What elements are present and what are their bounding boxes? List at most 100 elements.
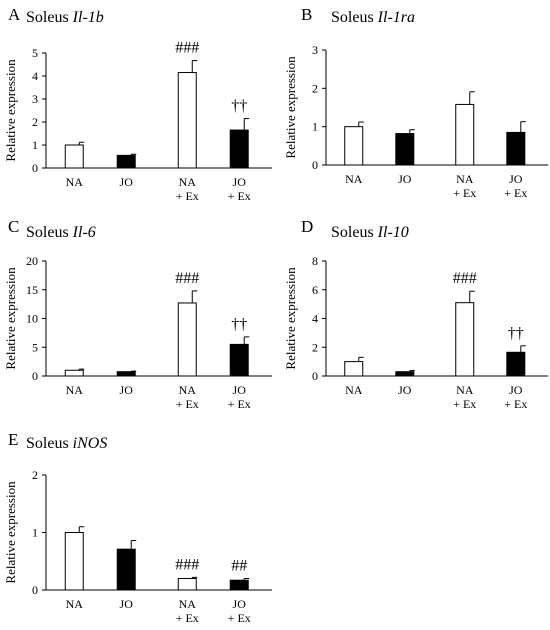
panel-title-prefix: Soleus (331, 224, 378, 241)
y-tick-label: 15 (26, 283, 38, 297)
y-tick-label: 1 (312, 120, 318, 134)
bar (116, 371, 136, 377)
x-tick-label: + Ex (228, 611, 251, 625)
y-axis-label: Relative expression (283, 267, 298, 370)
x-tick-label: NA (66, 175, 84, 189)
y-tick-label: 2 (312, 81, 318, 95)
x-tick-label: JO (398, 383, 412, 397)
bar (64, 532, 84, 591)
y-tick-label: 1 (32, 526, 38, 540)
y-axis-label: Relative expression (3, 267, 18, 370)
x-tick-label: + Ex (453, 397, 476, 411)
x-tick-label: NA (66, 597, 84, 611)
y-tick-label: 0 (32, 161, 38, 175)
y-tick-label: 2 (32, 115, 38, 129)
y-tick-label: 2 (312, 340, 318, 354)
bar (177, 302, 197, 377)
bar (229, 579, 249, 591)
panel-title: Soleus Il-1b (26, 9, 104, 26)
panel-letter: C (8, 217, 19, 236)
y-axis-label: Relative expression (283, 56, 298, 159)
bar (229, 129, 249, 169)
panel-letter: D (301, 217, 313, 236)
bar (116, 548, 136, 591)
bar (177, 578, 197, 591)
x-tick-label: NA (179, 383, 197, 397)
significance-label: ### (175, 270, 199, 287)
significance-label: ### (453, 270, 477, 287)
panel-b: B Soleus Il-1ra Relative expression 0 1 2 3 NA J… (283, 5, 548, 200)
y-tick-label: 3 (32, 92, 38, 106)
bar (344, 126, 364, 166)
x-tick-label: + Ex (176, 397, 199, 411)
panel-title: Soleus Il-1ra (331, 9, 415, 26)
panel-title: Soleus Il-10 (331, 224, 409, 241)
y-tick-label: 0 (32, 369, 38, 383)
y-tick-label: 5 (32, 340, 38, 354)
panel-title-prefix: Soleus (331, 9, 378, 26)
panel-title-gene: Il-1b (72, 9, 104, 26)
x-tick-label: JO (509, 383, 523, 397)
panel-d: D Soleus Il-10 Relative expression 0 2 4 6 8 NA J… (283, 217, 548, 411)
y-tick-label: 10 (26, 312, 38, 326)
bar (506, 131, 526, 166)
significance-label: †† (508, 325, 524, 342)
panel-title: Soleus iNOS (26, 435, 107, 452)
panel-letter: A (8, 5, 21, 24)
y-axis-label: Relative expression (3, 59, 18, 162)
bar (455, 103, 475, 166)
panel-title-gene: Il-1ra (377, 9, 415, 26)
panel-title-prefix: Soleus (26, 224, 73, 241)
bar (64, 369, 84, 377)
significance-label: ### (175, 40, 199, 57)
bar (116, 154, 136, 169)
panel-title-gene: iNOS (73, 435, 108, 452)
bar (229, 343, 249, 377)
x-tick-label: + Ex (453, 186, 476, 200)
panel-title-prefix: Soleus (26, 435, 73, 452)
panel-title-gene: Il-10 (377, 224, 409, 241)
significance-label: †† (231, 316, 247, 333)
y-tick-label: 0 (312, 369, 318, 383)
panel-a: A Soleus Il-1b Relative expression 0 1 2 3 4 5 NA… (3, 5, 272, 203)
x-tick-label: + Ex (504, 186, 527, 200)
x-tick-label: + Ex (228, 397, 251, 411)
bar (344, 361, 364, 377)
panel-title-prefix: Soleus (26, 9, 73, 26)
x-tick-label: JO (398, 172, 412, 186)
x-tick-label: JO (233, 383, 247, 397)
panel-letter: B (301, 5, 312, 24)
bar (395, 371, 415, 377)
y-tick-label: 3 (312, 43, 318, 57)
y-tick-label: 2 (32, 468, 38, 482)
x-tick-label: + Ex (228, 189, 251, 203)
x-tick-label: + Ex (176, 189, 199, 203)
x-tick-label: JO (233, 175, 247, 189)
y-tick-label: 20 (26, 254, 38, 268)
bar (177, 72, 197, 169)
panel-title-gene: Il-6 (72, 224, 96, 241)
x-tick-label: + Ex (176, 611, 199, 625)
x-tick-label: JO (509, 172, 523, 186)
x-tick-label: NA (456, 383, 474, 397)
y-axis-label: Relative expression (3, 481, 18, 584)
significance-label: †† (231, 98, 247, 115)
y-tick-label: 4 (312, 312, 318, 326)
x-tick-label: NA (179, 597, 197, 611)
y-tick-label: 5 (32, 46, 38, 60)
panel-title: Soleus Il-6 (26, 224, 96, 241)
bar (455, 302, 475, 377)
x-tick-label: NA (456, 172, 474, 186)
x-tick-label: NA (345, 383, 363, 397)
panel-e: E Soleus iNOS Relative expression 0 1 2 NA JO ##… (3, 430, 272, 625)
y-tick-label: 1 (32, 138, 38, 152)
x-tick-label: NA (179, 175, 197, 189)
y-tick-label: 0 (32, 583, 38, 597)
x-tick-label: NA (66, 383, 84, 397)
significance-label: ## (231, 558, 247, 575)
y-tick-label: 0 (312, 158, 318, 172)
x-tick-label: JO (120, 597, 134, 611)
x-tick-label: NA (345, 172, 363, 186)
x-tick-label: + Ex (504, 397, 527, 411)
